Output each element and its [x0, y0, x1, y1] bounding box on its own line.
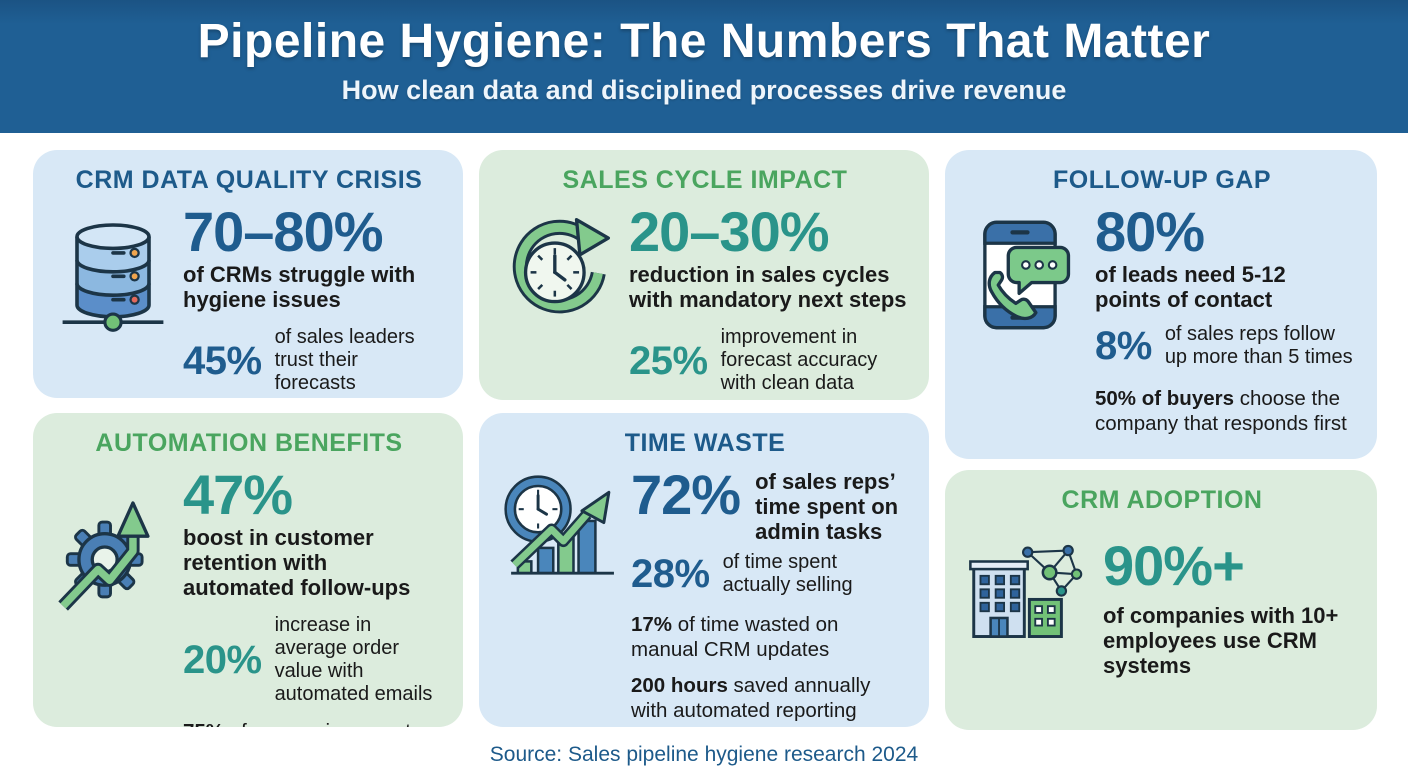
- stat-value: 90%+: [1103, 534, 1245, 597]
- stat-description: increase in average order value with aut…: [274, 613, 433, 706]
- stat-description: of CRMs struggle with hygiene issues: [183, 262, 416, 312]
- cards-grid: CRM DATA QUALITY CRISIS: [0, 150, 1408, 730]
- stat-description: of sales reps follow up more than 5 time…: [1164, 322, 1353, 369]
- card-title: CRM DATA QUALITY CRISIS: [75, 166, 423, 194]
- card-title: SALES CYCLE IMPACT: [562, 166, 848, 194]
- card-crm-adoption: CRM ADOPTION: [945, 470, 1377, 730]
- stat-note: 75% of companies report teams requesting…: [183, 720, 443, 727]
- card-title: AUTOMATION BENEFITS: [95, 429, 403, 457]
- page-title: Pipeline Hygiene: The Numbers That Matte…: [197, 15, 1211, 68]
- stat-description: reduction in sales cycles with mandatory…: [629, 262, 907, 312]
- stat-description: improvement in forecast accuracy with cl…: [720, 325, 878, 395]
- clock-cycle-icon: [501, 213, 617, 395]
- stat-note: 17% of time wasted on manual CRM updates: [631, 612, 839, 661]
- column-3: FOLLOW-UP GAP: [945, 150, 1377, 730]
- column-1: CRM DATA QUALITY CRISIS: [33, 150, 463, 730]
- stat-description: of time spent actually selling: [722, 550, 853, 596]
- card-title: CRM ADOPTION: [1061, 486, 1263, 514]
- stat-note: 50% of buyers choose the company that re…: [1095, 387, 1347, 435]
- card-time-waste: TIME WASTE: [479, 413, 929, 727]
- stat-value: 80%: [1095, 200, 1205, 263]
- stat-value: 45%: [183, 338, 262, 383]
- stat-value: 8%: [1095, 324, 1152, 369]
- gear-arrow-icon: [55, 488, 171, 727]
- stat-value: 20–30%: [629, 200, 830, 263]
- card-follow-up-gap: FOLLOW-UP GAP: [945, 150, 1377, 459]
- card-sales-cycle-impact: SALES CYCLE IMPACT: [479, 150, 929, 400]
- stat-value: 70–80%: [183, 200, 384, 263]
- stat-description: of sales leaders trust their forecasts: [274, 325, 415, 395]
- stat-note: 200 hours saved annually with automated …: [631, 674, 871, 722]
- column-2: SALES CYCLE IMPACT: [479, 150, 929, 730]
- clock-bars-icon: [501, 472, 619, 723]
- stat-value: 28%: [631, 551, 710, 596]
- card-title: TIME WASTE: [624, 429, 786, 457]
- card-title: FOLLOW-UP GAP: [1052, 166, 1272, 194]
- source-attribution: Source: Sales pipeline hygiene research …: [489, 743, 919, 766]
- stat-value: 20%: [183, 638, 262, 683]
- buildings-network-icon: [967, 537, 1085, 679]
- phone-chat-icon: [967, 219, 1083, 436]
- stat-description: of leads need 5-12 points of contact: [1095, 262, 1286, 312]
- page-subtitle: How clean data and disciplined processes…: [341, 74, 1067, 105]
- card-automation-benefits: AUTOMATION BENEFITS: [33, 413, 463, 727]
- stat-value: 25%: [629, 338, 708, 383]
- database-icon: [55, 215, 171, 395]
- stat-value: 72%: [631, 463, 741, 526]
- stat-description: of sales reps’ time spent on admin tasks: [755, 469, 899, 544]
- stat-value: 47%: [183, 463, 293, 526]
- stat-description: boost in customer retention with automat…: [183, 525, 411, 600]
- stat-description: of companies with 10+ employees use CRM …: [1103, 603, 1339, 678]
- card-crm-data-quality-crisis: CRM DATA QUALITY CRISIS: [33, 150, 463, 398]
- header-banner: Pipeline Hygiene: The Numbers That Matte…: [0, 0, 1408, 133]
